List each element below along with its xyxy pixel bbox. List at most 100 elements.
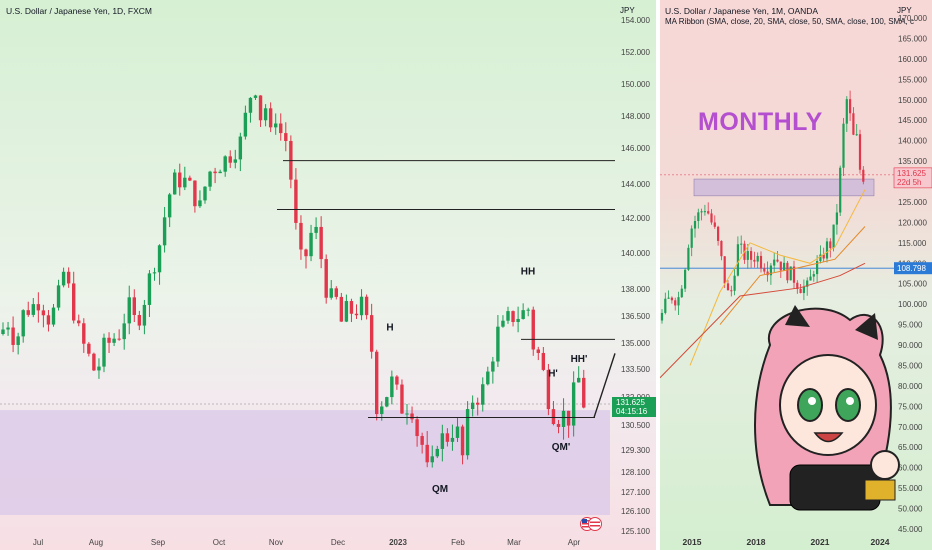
candle-body [460,426,465,456]
last-price-box [893,167,932,189]
candle-body [561,410,566,427]
candle-body [470,402,475,410]
ma-50-line [719,226,866,325]
candle-body [107,337,111,343]
candle-body [319,226,323,260]
candle-body [809,276,812,281]
candle-body [228,156,232,163]
candle-body [233,159,237,163]
candle-body [687,247,690,270]
candle-body [16,336,20,345]
candle-body [786,262,789,281]
x-tick-label: 2018 [747,537,766,547]
timeframe-overlay-text: MONTHLY [698,108,823,136]
candle-body [304,249,308,257]
x-tick-label: Sep [151,538,166,547]
candle-body [157,245,162,273]
candle-body [740,243,743,245]
y-tick-label: 95.000 [898,321,923,330]
candle-body [700,211,703,213]
candle-body [1,329,5,334]
candle-body [486,371,490,385]
y-tick-label: 152.000 [621,48,650,57]
candle-body [274,123,278,128]
candle-body [248,97,253,113]
y-tick-label: 75.000 [898,402,923,411]
indicator-label: MA Ribbon (SMA, close, 20, SMA, close, 5… [665,17,914,26]
y-tick-label: 125.100 [621,527,650,536]
candle-body [501,320,505,327]
candle-body [674,300,677,306]
candle-body [766,271,769,276]
candle-body [582,377,586,408]
trend-arrow-line[interactable] [593,353,616,418]
candle-body [56,285,61,308]
candle-body [263,108,268,121]
candle-body [208,171,212,187]
daily-chart-panel[interactable]: 154.000 152.000 150.000 148.000 146.000 144.0… [0,0,656,550]
candle-body [72,283,76,321]
candle-body [31,304,35,315]
candle-body [773,259,776,266]
candle-body [736,244,739,276]
candle-body [789,266,792,281]
y-tick-label: 129.300 [621,446,650,455]
y-tick-label: 133.500 [621,365,650,374]
y-tick-label: 130.500 [621,421,650,430]
candle-body [369,315,374,352]
anime-girl-sticker [754,305,900,511]
y-tick-label: 148.000 [621,112,650,121]
candle-body [450,437,455,442]
candle-body [710,213,713,223]
candle-body [258,95,263,121]
candle-body [132,297,136,316]
candle-body [213,171,217,174]
candle-body [697,212,700,222]
demand-zone [0,410,610,515]
candle-body [440,433,445,449]
pattern-label: HH [521,267,535,278]
candle-body [465,409,470,456]
candle-body [779,261,782,271]
candle-body [349,301,354,314]
us-flag-icon[interactable] [580,516,602,537]
y-tick-label: 60.000 [898,464,923,473]
candle-body [11,327,15,345]
candle-body [511,311,515,322]
candle-body [299,222,303,250]
candle-body [526,309,530,311]
candle-body [733,275,736,291]
candle-body [339,296,344,322]
candle-body [806,280,809,287]
candle-body [825,241,829,259]
monthly-chart[interactable]: 170.000 165.000 160.000 155.000 150.000 145.0… [660,0,932,550]
y-tick-label: 146.000 [621,144,650,153]
panel-divider [656,0,660,550]
candle-body [36,304,41,311]
candle-body [680,288,683,298]
candle-body [541,352,546,370]
x-tick-label: Jul [33,538,43,547]
ma-20-line [689,189,866,366]
candle-body [385,397,389,407]
candle-body [802,286,805,294]
candle-body [796,282,799,289]
y-tick-label: 150.000 [898,96,927,105]
y-tick-label: 65.000 [898,443,923,452]
x-tick-label: Feb [451,538,465,547]
candle-body [845,99,848,124]
x-tick-label: 2024 [871,537,890,547]
candle-body [455,426,460,438]
candle-body [61,271,66,286]
candle-body [127,297,131,324]
monthly-chart-panel[interactable]: 170.000 165.000 160.000 155.000 150.000 145.0… [660,0,932,550]
y-tick-label: 140.000 [898,137,927,146]
daily-chart[interactable]: 154.000 152.000 150.000 148.000 146.000 144.0… [0,0,656,550]
candle-body [51,307,56,325]
candle-body [835,212,838,225]
candle-body [829,241,832,249]
candle-body [92,353,96,371]
candle-body [667,297,670,299]
chart-title: U.S. Dollar / Japanese Yen, 1D, FXCM [6,6,152,16]
candle-body [390,376,394,398]
